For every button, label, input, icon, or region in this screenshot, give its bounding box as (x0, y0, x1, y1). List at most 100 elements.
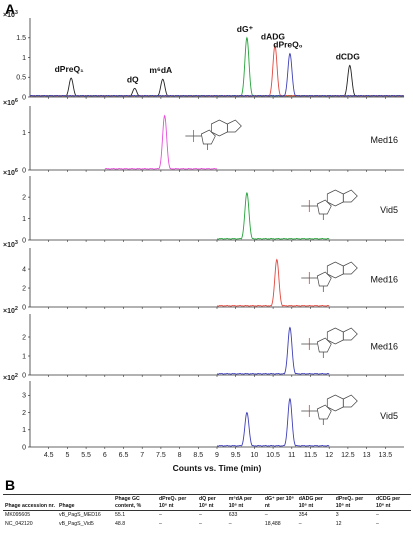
y-tick-label: 4 (22, 266, 26, 273)
x-tick-label: 5.5 (81, 452, 91, 459)
base-ring-icon (342, 394, 358, 408)
x-tick-label: 9.5 (231, 452, 241, 459)
table-cell: – (159, 520, 162, 527)
y-tick-label: 0.5 (16, 75, 26, 82)
peak-label: dADG (261, 32, 285, 42)
panel-label-a: A (5, 1, 15, 17)
sample-label: Med16 (370, 135, 398, 145)
y-tick-label: 1 (22, 216, 26, 223)
x-tick-label: 13.5 (378, 452, 392, 459)
table-cell: 55.1 (115, 512, 126, 518)
chromatogram-trace (216, 191, 330, 240)
x-tick-label: 8.5 (193, 452, 203, 459)
sample-label: Vid5 (380, 411, 398, 421)
peak-label: m⁶dA (149, 65, 172, 75)
y-tick-label: 2 (22, 195, 26, 202)
x-axis-title: Counts vs. Time (min) (173, 463, 262, 473)
table-cell: – (228, 520, 232, 527)
sample-label: Med16 (370, 275, 398, 285)
chromatogram-trace (216, 326, 330, 375)
y-tick-label: 1.5 (16, 35, 26, 42)
y-exponent: ×106 (3, 98, 18, 107)
peak-label: dPreQ₁ (55, 64, 85, 74)
x-tick-label: 10 (251, 452, 259, 459)
x-tick-label: 6.5 (119, 452, 129, 459)
table-header: Phage accession nr. (3, 494, 57, 511)
x-tick-label: 11.5 (304, 452, 317, 459)
peak-label: dCDG (336, 51, 360, 61)
base-ring-icon (326, 189, 344, 207)
peak-label: dG⁺ (237, 24, 254, 34)
sugar-ring-icon (316, 199, 332, 215)
y-tick-label: 0 (22, 304, 26, 311)
x-tick-label: 12.5 (341, 452, 355, 459)
table-row: NC_042120 vB_PagS_Vid5 48.8 – – – 18,488… (3, 520, 411, 529)
x-tick-label: 7 (140, 452, 144, 459)
table-cell: – (199, 512, 202, 518)
y-exponent: ×102 (3, 373, 18, 382)
table-header-row: Phage accession nr. Phage Phage GC conte… (3, 494, 411, 511)
table-cell: – (298, 520, 302, 527)
y-exponent: ×102 (3, 306, 18, 315)
chromatogram-trace (29, 36, 405, 97)
x-tick-label: 7.5 (156, 452, 166, 459)
table-cell: – (264, 512, 268, 518)
table-cell: 18,488 (264, 520, 281, 527)
base-ring-icon (342, 189, 358, 203)
y-tick-label: 1 (22, 353, 26, 360)
x-tick-label: 9 (215, 452, 219, 459)
table-header: m⁶dA per 10⁶ nt (226, 494, 263, 511)
table-cell: 48.8 (115, 520, 126, 527)
sugar-ring-icon (316, 404, 332, 420)
table-cell: MK095605 (5, 512, 31, 518)
chromatogram-trace (30, 64, 405, 97)
base-ring-icon (326, 261, 344, 279)
x-tick-label: 6 (103, 452, 107, 459)
x-tick-label: 8 (178, 452, 182, 459)
x-tick-label: 5 (65, 452, 69, 459)
y-tick-label: 1 (22, 130, 26, 137)
table-cell: – (199, 520, 202, 527)
table-cell: 633 (228, 512, 238, 518)
table-header: dQ per 10⁶ nt (197, 494, 227, 511)
modification-table: Phage accession nr. Phage Phage GC conte… (3, 494, 411, 528)
chromatogram-trace (104, 114, 218, 170)
base-ring-icon (210, 119, 228, 137)
y-tick-label: 1 (22, 427, 26, 434)
table-row: MK095605 vB_PagS_MED16 55.1 – – 633 – 35… (3, 511, 411, 520)
base-ring-icon (326, 394, 344, 412)
x-tick-label: 10.5 (266, 452, 280, 459)
y-tick-label: 0 (22, 237, 26, 244)
table-header: dADG per 10⁶ nt (296, 494, 334, 511)
y-exponent: ×103 (3, 10, 18, 19)
base-ring-icon (342, 327, 358, 341)
table-header: Phage GC content, % (113, 494, 157, 511)
panel-label-b: B (5, 477, 15, 493)
table-cell: – (375, 512, 379, 518)
base-ring-icon (342, 261, 358, 275)
sample-label: Vid5 (380, 205, 398, 215)
table-cell: – (375, 520, 379, 527)
table-header: dPreQ₁ per 10⁶ nt (157, 494, 198, 511)
y-tick-label: 3 (22, 393, 26, 400)
table-header: Phage (57, 494, 113, 511)
y-tick-label: 0 (22, 372, 26, 379)
y-tick-label: 1 (22, 55, 26, 62)
chromatogram-trace (216, 258, 330, 307)
x-tick-label: 13 (363, 452, 371, 459)
table-header: dCDG per 10⁶ nt (373, 494, 411, 511)
base-ring-icon (326, 327, 344, 345)
table-cell: 3 (335, 512, 339, 518)
table-cell: vB_PagS_Vid5 (59, 520, 94, 527)
table-header: dG⁺ per 10⁶ nt (262, 494, 297, 511)
table-cell: – (159, 512, 162, 518)
table-cell: 354 (298, 512, 308, 518)
chromatogram-trace (29, 52, 405, 97)
peak-label: dPreQ₀ (273, 40, 303, 50)
peak-label: dQ (127, 74, 139, 84)
base-ring-icon (226, 119, 242, 133)
y-tick-label: 0 (22, 94, 26, 101)
table-header: dPreQ₀ per 10⁶ nt (333, 494, 374, 511)
y-exponent: ×103 (3, 240, 18, 249)
